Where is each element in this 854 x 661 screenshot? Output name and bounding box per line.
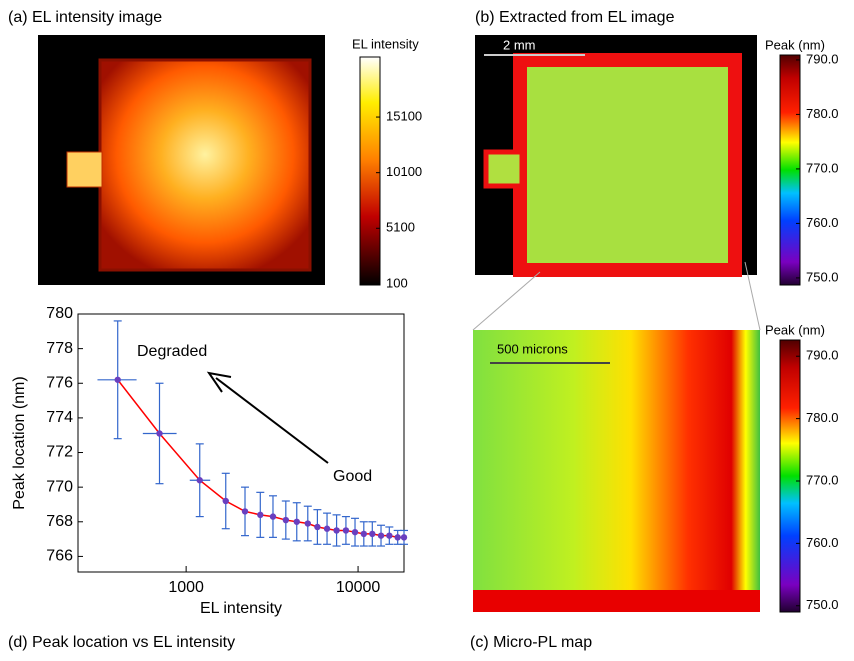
colorbar-tick-label: 780.0 bbox=[806, 106, 839, 121]
colorbar-tick-label: 5100 bbox=[386, 220, 415, 235]
y-tick-label: 768 bbox=[46, 513, 73, 530]
y-tick-label: 776 bbox=[46, 374, 73, 391]
data-point bbox=[257, 511, 264, 519]
el-device bbox=[98, 58, 312, 272]
colorbar-tick-label: 780.0 bbox=[806, 410, 839, 425]
colorbar-tick-label: 760.0 bbox=[806, 535, 839, 550]
data-point bbox=[304, 520, 311, 527]
peak-device bbox=[513, 53, 742, 277]
y-tick-label: 774 bbox=[46, 409, 73, 426]
zoom-line bbox=[744, 261, 761, 331]
y-tick-label: 772 bbox=[46, 444, 73, 461]
colorbar-label: EL intensity bbox=[352, 36, 419, 51]
colorbar bbox=[359, 56, 381, 286]
colorbar-tick-label: 10100 bbox=[386, 164, 422, 179]
data-point bbox=[323, 525, 331, 532]
data-point bbox=[394, 534, 401, 541]
colorbar-tick-label: 15100 bbox=[386, 108, 422, 123]
colorbar-tick-label: 790.0 bbox=[806, 51, 839, 66]
colorbar bbox=[779, 339, 801, 613]
pl-map-edge bbox=[473, 590, 760, 612]
y-tick-label: 766 bbox=[46, 548, 73, 565]
scale-label: 2 mm bbox=[503, 37, 536, 52]
colorbar-tick-label: 770.0 bbox=[806, 472, 839, 487]
data-point bbox=[314, 523, 321, 531]
panel-title: (c) Micro-PL map bbox=[470, 634, 592, 651]
data-point bbox=[351, 528, 359, 536]
x-tick-label: 10000 bbox=[336, 579, 381, 596]
panel-title: (a) EL intensity image bbox=[8, 9, 162, 26]
x-axis-label: EL intensity bbox=[200, 600, 282, 617]
zoom-line bbox=[472, 271, 541, 331]
colorbar-tick-label: 100 bbox=[386, 275, 408, 290]
data-point bbox=[369, 530, 376, 538]
colorbar bbox=[779, 54, 801, 286]
colorbar-label: Peak (nm) bbox=[765, 37, 825, 52]
y-tick-label: 780 bbox=[46, 305, 73, 322]
chart-title: (d) Peak location vs EL intensity bbox=[8, 634, 235, 651]
data-point bbox=[386, 532, 393, 539]
colorbar-tick-label: 750.0 bbox=[806, 597, 839, 612]
data-point bbox=[114, 376, 121, 383]
data-point bbox=[377, 532, 385, 539]
data-point bbox=[360, 530, 368, 538]
data-point bbox=[156, 430, 163, 437]
data-point bbox=[269, 513, 277, 520]
colorbar-tick-label: 750.0 bbox=[806, 269, 839, 284]
colorbar-tick-label: 790.0 bbox=[806, 348, 839, 363]
plot-frame bbox=[77, 313, 405, 573]
data-point bbox=[333, 527, 340, 534]
y-axis-label: Peak location (nm) bbox=[11, 376, 28, 509]
x-tick-label: 1000 bbox=[168, 579, 204, 596]
pl-map bbox=[473, 330, 760, 612]
data-point bbox=[282, 516, 290, 524]
colorbar-tick-label: 760.0 bbox=[806, 215, 839, 230]
data-point bbox=[222, 497, 229, 505]
arrow-head bbox=[206, 371, 232, 393]
arrow bbox=[215, 377, 329, 464]
data-point bbox=[241, 508, 249, 515]
data-point bbox=[196, 477, 203, 484]
data-point bbox=[293, 518, 300, 525]
annotation: Degraded bbox=[137, 343, 207, 360]
data-point bbox=[400, 534, 408, 541]
el-tab bbox=[66, 151, 103, 188]
colorbar-tick-label: 770.0 bbox=[806, 160, 839, 175]
y-tick-label: 770 bbox=[46, 478, 73, 495]
scale-label: 500 microns bbox=[497, 341, 568, 356]
colorbar-label: Peak (nm) bbox=[765, 322, 825, 337]
y-tick-label: 778 bbox=[46, 340, 73, 357]
panel-title: (b) Extracted from EL image bbox=[475, 9, 675, 26]
annotation: Good bbox=[333, 468, 372, 485]
peak-tab bbox=[483, 149, 525, 189]
data-point bbox=[342, 527, 350, 534]
